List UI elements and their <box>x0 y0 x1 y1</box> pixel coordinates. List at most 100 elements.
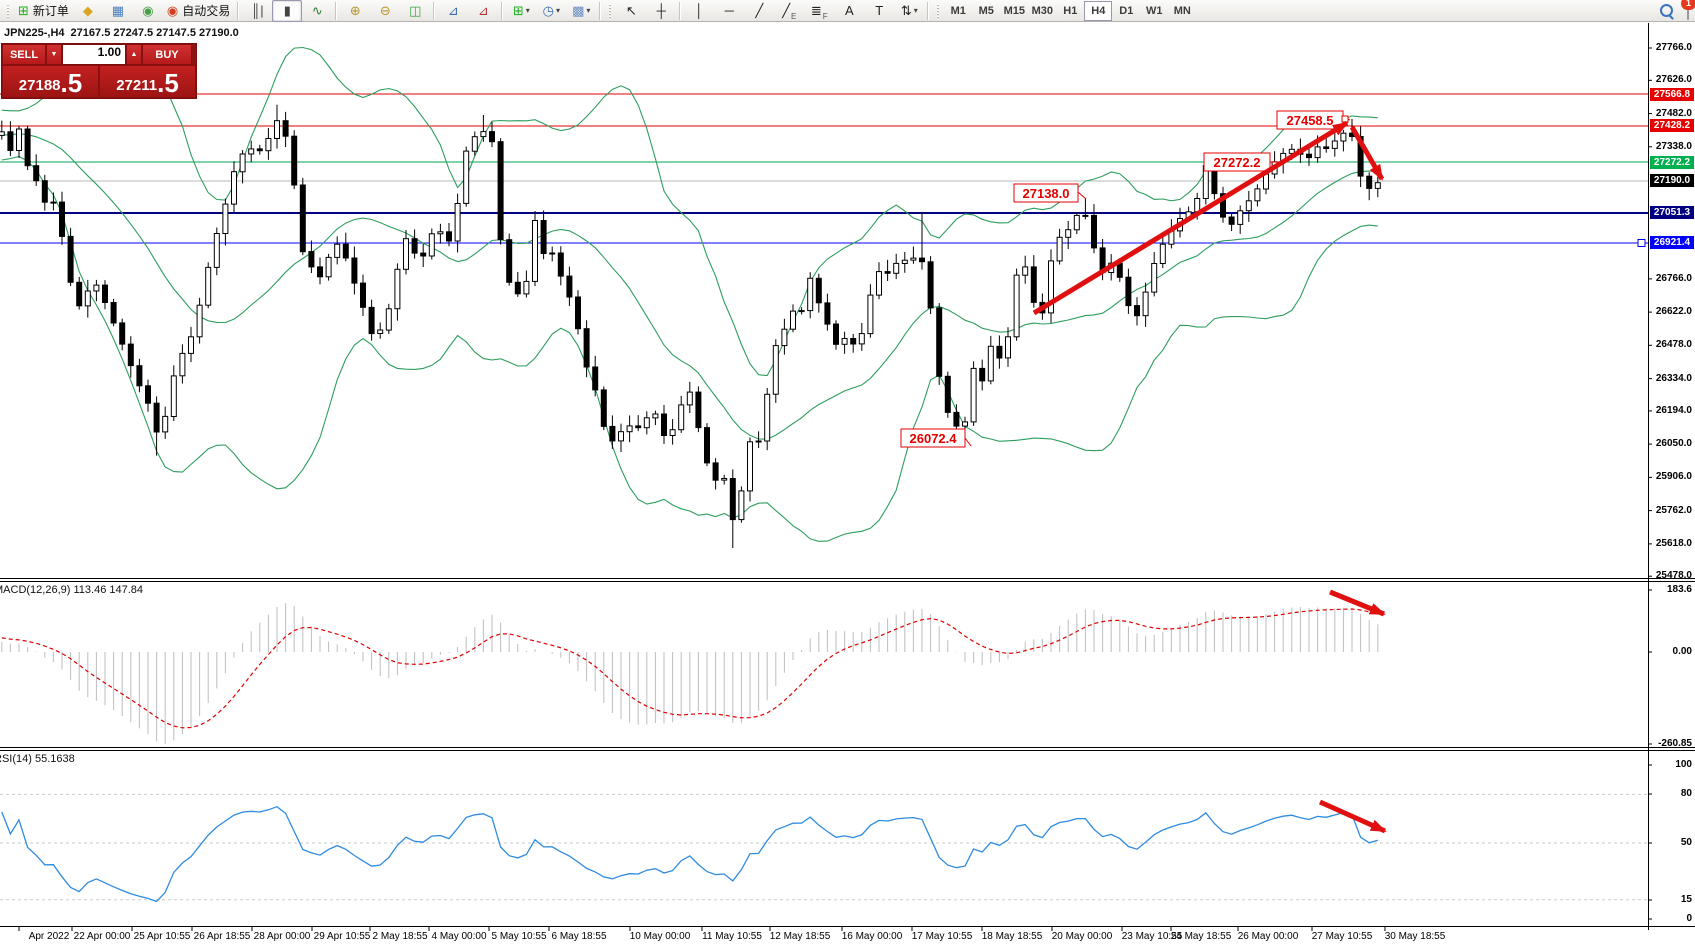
sell-button[interactable]: SELL <box>2 44 46 65</box>
timeframe-w1[interactable]: W1 <box>1146 4 1163 17</box>
toolbar-handle[interactable] <box>607 2 614 19</box>
horizontal-line-button[interactable]: ─ <box>714 0 744 22</box>
market-watch-icon-icon: ▦ <box>111 3 125 18</box>
price-annotations: 27458.5 27272.2 27138.0 26072.4 <box>900 110 1351 448</box>
price-line-label: 27272.2 <box>1650 155 1694 169</box>
timeframe-mn[interactable]: MN <box>1173 4 1191 17</box>
price-tick: 27338.0 <box>1655 140 1692 152</box>
zoom-in-button[interactable]: ⊕ <box>340 0 370 22</box>
one-click-trade-panel: SELL ▼ 1.00 ▲ BUY 27188.5 27211.5 <box>2 44 196 98</box>
zoom-out-icon: ⊖ <box>379 3 391 18</box>
periods-icon: ◷ <box>542 3 554 18</box>
templates-button[interactable]: ▩ ▾ <box>566 0 596 22</box>
search-icon[interactable] <box>1660 4 1673 17</box>
bar-chart-button[interactable]: ║| <box>242 0 272 22</box>
new-order-icon: ⊞ <box>18 3 29 18</box>
time-tick-label: 23 May 10:55 <box>1121 931 1183 942</box>
timeframe-m5[interactable]: M5 <box>978 4 994 17</box>
chevron-down-icon: ▾ <box>913 6 918 15</box>
candlestick-chart-button[interactable]: ▮ <box>272 0 303 22</box>
volume-decrease-button[interactable]: ▼ <box>46 44 62 65</box>
fibonacci-button[interactable]: ≣ F <box>804 0 834 22</box>
notification-badge: 1 <box>1681 0 1695 10</box>
bar-chart-icon: ║| <box>250 3 264 18</box>
arrows-icon: ⇅ <box>900 3 912 18</box>
sell-price[interactable]: 27188.5 <box>2 65 99 98</box>
market-watch-icon[interactable]: ▦ <box>103 0 133 22</box>
timeframe-m1[interactable]: M1 <box>950 4 966 17</box>
svg-text:27138.0: 27138.0 <box>1023 186 1070 201</box>
rsi-scale-tick: 50 <box>1680 837 1692 848</box>
time-tick-label: 26 Apr 18:55 <box>193 931 251 942</box>
toolbar-separator <box>433 1 436 20</box>
line-chart-button[interactable]: ∿ <box>302 0 332 22</box>
cursor-button[interactable]: ↖ <box>616 0 646 22</box>
time-tick-label: 20 May 00:00 <box>1051 931 1113 942</box>
price-axis[interactable]: 27766.0 27626.0 27482.0 27338.0 26766.0 26622… <box>1649 23 1695 926</box>
chat-icon[interactable] <box>1687 0 1689 20</box>
vertical-line-button[interactable]: │ <box>684 0 714 22</box>
add-indicator-button[interactable]: ⊞ ▾ <box>506 0 536 22</box>
trendline-icon: ╱ <box>755 3 764 18</box>
timeframe-m15[interactable]: M15 <box>1003 4 1025 17</box>
arrows-button[interactable]: ⇅ ▾ <box>894 0 924 22</box>
symbol-period: JPN225-,H4 <box>4 27 65 39</box>
axis-ticks <box>18 47 1652 931</box>
toolbar-separator <box>927 1 930 20</box>
templates-icon: ▩ <box>572 3 585 18</box>
text-label-button[interactable]: T <box>864 0 894 22</box>
text-button[interactable]: A <box>834 0 864 22</box>
tile-windows-button[interactable]: ◫ <box>400 0 430 22</box>
time-tick-label: 24 May 18:55 <box>1170 931 1232 942</box>
text-label-icon: T <box>875 3 884 18</box>
chevron-down-icon: ▾ <box>525 6 530 15</box>
horizontal-lines <box>0 93 1648 247</box>
time-tick-label: 5 May 10:55 <box>491 931 547 942</box>
price-tick: 25478.0 <box>1655 570 1692 582</box>
price-line-label: 26921.4 <box>1650 236 1694 250</box>
zoom-out-button[interactable]: ⊖ <box>370 0 400 22</box>
price-tick: 27766.0 <box>1655 42 1692 54</box>
signal-icon[interactable]: ◉ <box>133 0 163 22</box>
timeframe-d1[interactable]: D1 <box>1119 4 1134 17</box>
buy-price[interactable]: 27211.5 <box>99 65 196 98</box>
time-tick-label: 12 May 18:55 <box>769 931 831 942</box>
macd-scale-tick: -260.85 <box>1658 738 1692 749</box>
autotrade-icon: ◉ <box>166 3 179 18</box>
chart-shift-button[interactable]: ⊿ <box>468 0 498 22</box>
price-tick: 26050.0 <box>1655 438 1692 450</box>
toolbar-handle[interactable] <box>935 2 942 19</box>
timeframe-h4[interactable]: H4 <box>1084 0 1113 21</box>
new-order-button[interactable]: ⊞ 新订单 <box>14 0 73 22</box>
time-tick-label: 29 Apr 10:55 <box>313 931 371 942</box>
rsi-scale-tick: 80 <box>1680 788 1692 799</box>
trendline-button[interactable]: ╱ <box>744 0 774 22</box>
equidistant-channel-icon: ╱ <box>782 3 791 18</box>
rsi-label: RSI(14) 55.1638 <box>0 753 75 765</box>
volume-increase-button[interactable]: ▲ <box>126 44 142 65</box>
toolbar-handle[interactable] <box>5 2 11 19</box>
auto-scroll-button[interactable]: ⊿ <box>438 0 468 22</box>
price-tick: 26334.0 <box>1655 372 1692 384</box>
volume-input[interactable]: 1.00 <box>62 44 126 65</box>
periods-button[interactable]: ◷ ▾ <box>536 0 566 22</box>
svg-text:27272.2: 27272.2 <box>1214 155 1261 170</box>
time-tick-label: 22 Apr 00:00 <box>73 931 131 942</box>
buy-button[interactable]: BUY <box>142 44 192 65</box>
zoom-in-icon: ⊕ <box>349 3 361 18</box>
gold-symbol-icon[interactable]: ◆ <box>73 0 103 22</box>
equidistant-channel-button[interactable]: ╱ E <box>774 0 804 22</box>
timeframe-h1[interactable]: H1 <box>1063 4 1078 17</box>
toolbar-separator <box>679 1 682 20</box>
autotrade-button[interactable]: ◉ 自动交易 <box>163 0 234 22</box>
crosshair-button[interactable]: ┼ <box>646 0 676 22</box>
chart-shift-icon: ⊿ <box>477 3 489 18</box>
timeframe-m30[interactable]: M30 <box>1031 4 1053 17</box>
crosshair-icon: ┼ <box>656 3 666 18</box>
price-tick: 27626.0 <box>1655 74 1692 86</box>
toolbar-separator <box>599 1 602 20</box>
candles <box>0 104 1381 548</box>
main-toolbar: ⊞ 新订单 ◆ ▦ ◉ ◉ 自动交易 ║| ▮ ∿ ⊕ ⊖ ◫ ⊿ ⊿ ⊞ ▾ ◷ ▾ ▩ ▾ ↖ ┼ │ ─ ╱ ╱ E ≣ F A T ⇅ ▾… <box>0 0 1695 22</box>
time-axis[interactable]: Apr 2022 22 Apr 00:00 25 Apr 10:55 26 Apr 1… <box>0 929 1695 946</box>
